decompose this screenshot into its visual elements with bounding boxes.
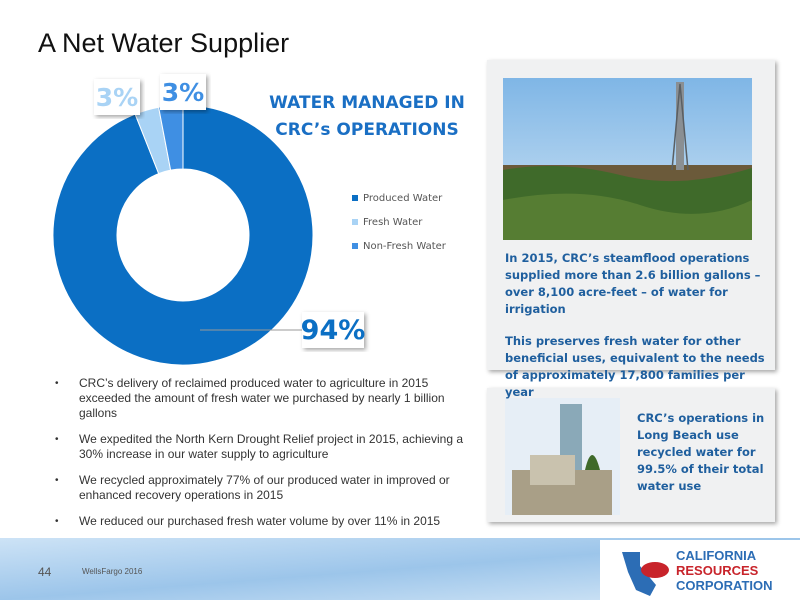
legend-label: Fresh Water xyxy=(363,216,423,228)
slide-title: A Net Water Supplier xyxy=(38,28,290,58)
legend-label: Produced Water xyxy=(363,192,443,204)
label-box xyxy=(302,312,364,348)
logo-state xyxy=(622,552,656,596)
panel-paragraph: In 2015, CRC’s steamflood operations sup… xyxy=(505,251,761,316)
legend-label: Non-Fresh Water xyxy=(363,240,446,252)
panel-text: In 2015, CRC’s steamflood operations sup… xyxy=(505,250,770,416)
data-label: 94% xyxy=(301,315,366,346)
data-label: 3% xyxy=(96,83,138,112)
donut-slice xyxy=(52,104,314,366)
logo-line: RESOURCES xyxy=(676,563,759,578)
logo-line: CORPORATION xyxy=(676,578,773,593)
legend-swatch xyxy=(352,243,358,249)
legend-swatch xyxy=(352,195,358,201)
bullet-list: CRC’s delivery of reclaimed produced wat… xyxy=(55,376,465,540)
event-name: WellsFargo 2016 xyxy=(82,567,143,576)
logo-line: CALIFORNIA xyxy=(676,548,757,563)
logo-bear xyxy=(641,562,669,578)
label-box xyxy=(94,79,140,115)
bullet: We expedited the North Kern Drought Reli… xyxy=(55,432,465,462)
photo-orchard xyxy=(503,78,752,240)
legend-entry: Fresh Water xyxy=(352,210,446,234)
panel-paragraph: CRC’s operations in Long Beach use recyc… xyxy=(637,411,765,493)
panel-text: CRC’s operations in Long Beach use recyc… xyxy=(637,410,765,510)
panel-paragraph: This preserves fresh water for other ben… xyxy=(505,334,765,399)
legend-entry: Non-Fresh Water xyxy=(352,234,446,258)
bullet: We reduced our purchased fresh water vol… xyxy=(55,514,465,529)
bullet: We recycled approximately 77% of our pro… xyxy=(55,473,465,503)
label-box xyxy=(160,74,206,110)
legend: Produced Water Fresh Water Non-Fresh Water xyxy=(352,186,446,258)
legend-entry: Produced Water xyxy=(352,186,446,210)
data-label: 3% xyxy=(162,78,204,107)
page-number: 44 xyxy=(38,565,52,579)
photo-tower xyxy=(505,398,620,515)
bullet: CRC’s delivery of reclaimed produced wat… xyxy=(55,376,465,421)
logo-text: CALIFORNIA RESOURCES CORPORATION xyxy=(676,548,773,593)
legend-swatch xyxy=(352,219,358,225)
chart-title: WATER MANAGED IN CRC’s OPERATIONS xyxy=(269,93,465,140)
